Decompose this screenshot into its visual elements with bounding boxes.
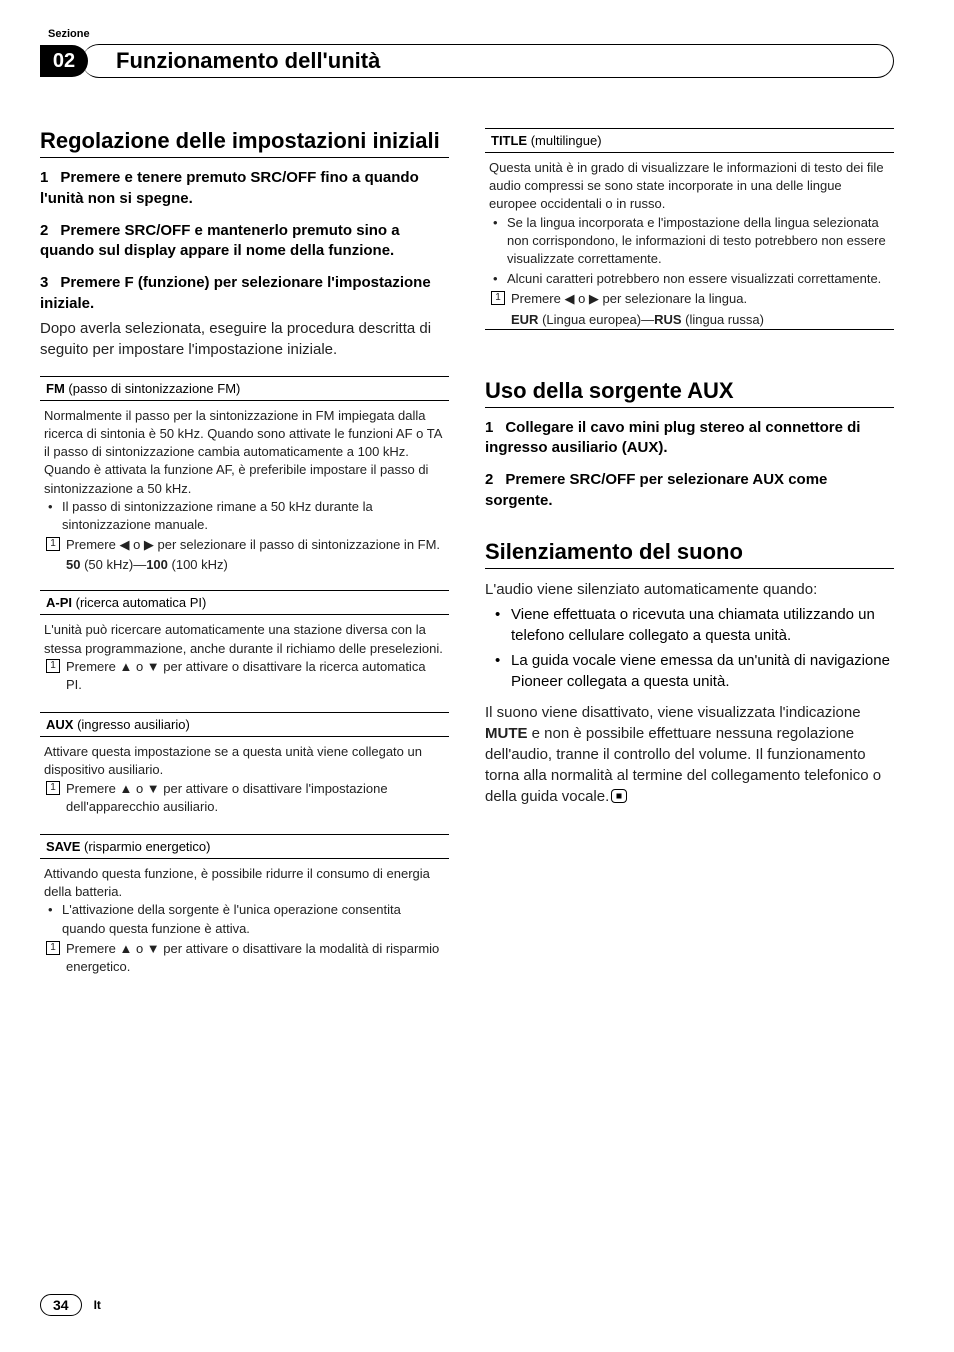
setting-head: AUX (ingresso ausiliario) xyxy=(40,712,449,737)
setting-boxnum: Premere ▲ o ▼ per attivare o disattivare… xyxy=(44,940,445,976)
mute-list: Viene effettuata o ricevuta una chiamata… xyxy=(485,604,894,692)
setting-head: TITLE (multilingue) xyxy=(485,128,894,153)
step-text: Collegare il cavo mini plug stereo al co… xyxy=(485,419,860,456)
language-code: It xyxy=(94,1298,101,1312)
mute-intro: L'audio viene silenziato automaticamente… xyxy=(485,579,894,600)
step-num: 3 xyxy=(40,274,48,291)
chapter-title: Funzionamento dell'unità xyxy=(116,48,380,74)
setting-head-rest: (passo di sintonizzazione FM) xyxy=(65,381,241,396)
setting-body: Questa unità è in grado di visualizzare … xyxy=(485,153,894,331)
setting-bullet: Alcuni caratteri potrebbero non essere v… xyxy=(489,270,890,288)
right-column: TITLE (multilingue) Questa unità è in gr… xyxy=(485,128,894,994)
setting-bullet: Se la lingua incorporata e l'impostazion… xyxy=(489,214,890,269)
step-3: 3Premere F (funzione) per selezionare l'… xyxy=(40,273,449,314)
setting-body-text: Normalmente il passo per la sintonizzazi… xyxy=(44,407,445,498)
setting-api: A-PI (ricerca automatica PI) L'unità può… xyxy=(40,590,449,698)
setting-head-bold: FM xyxy=(46,381,65,396)
setting-head-rest: (risparmio energetico) xyxy=(80,839,210,854)
step-2: 2Premere SRC/OFF e mantenerlo premuto si… xyxy=(40,221,449,262)
setting-boxnum: Premere ▲ o ▼ per attivare o disattivare… xyxy=(44,780,445,816)
setting-body: Normalmente il passo per la sintonizzazi… xyxy=(40,401,449,577)
setting-sub: EUR (Lingua europea)—RUS (lingua russa) xyxy=(489,311,890,329)
chapter-number-badge: 02 xyxy=(40,45,88,77)
setting-head-rest: (multilingue) xyxy=(527,133,601,148)
setting-body-text: Questa unità è in grado di visualizzare … xyxy=(489,159,890,214)
step-3-para: Dopo averla selezionata, eseguire la pro… xyxy=(40,318,449,360)
left-column: Regolazione delle impostazioni iniziali … xyxy=(40,128,449,994)
setting-head-bold: AUX xyxy=(46,717,73,732)
setting-body-text: Attivare questa impostazione se a questa… xyxy=(44,743,445,779)
list-item: La guida vocale viene emessa da un'unità… xyxy=(485,650,894,692)
step-text: Premere SRC/OFF per selezionare AUX come… xyxy=(485,471,827,508)
setting-fm: FM (passo di sintonizzazione FM) Normalm… xyxy=(40,376,449,577)
setting-head: SAVE (risparmio energetico) xyxy=(40,834,449,859)
setting-body-text: L'unità può ricercare automaticamente un… xyxy=(44,621,445,657)
setting-boxnum: Premere ▲ o ▼ per attivare o disattivare… xyxy=(44,658,445,694)
setting-head-bold: SAVE xyxy=(46,839,80,854)
setting-save: SAVE (risparmio energetico) Attivando qu… xyxy=(40,834,449,980)
step-text: Premere SRC/OFF e mantenerlo premuto sin… xyxy=(40,222,400,259)
heading-regolazione: Regolazione delle impostazioni iniziali xyxy=(40,128,449,158)
aux-step-1: 1Collegare il cavo mini plug stereo al c… xyxy=(485,418,894,459)
step-num: 1 xyxy=(40,169,48,186)
setting-bullet: L'attivazione della sorgente è l'unica o… xyxy=(44,901,445,937)
setting-head-rest: (ricerca automatica PI) xyxy=(72,595,206,610)
page-number: 34 xyxy=(40,1294,82,1316)
step-text: Premere e tenere premuto SRC/OFF fino a … xyxy=(40,169,419,206)
setting-sub: 50 (50 kHz)—100 (100 kHz) xyxy=(44,556,445,574)
chapter-title-wrap: Funzionamento dell'unità xyxy=(82,44,894,78)
setting-body: L'unità può ricercare automaticamente un… xyxy=(40,615,449,698)
section-label: Sezione xyxy=(48,28,894,40)
setting-head-bold: A-PI xyxy=(46,595,72,610)
setting-body: Attivando questa funzione, è possibile r… xyxy=(40,859,449,980)
mute-para: Il suono viene disattivato, viene visual… xyxy=(485,702,894,807)
step-num: 1 xyxy=(485,419,493,436)
setting-body: Attivare questa impostazione se a questa… xyxy=(40,737,449,820)
setting-head: FM (passo di sintonizzazione FM) xyxy=(40,376,449,401)
setting-bullet: Il passo di sintonizzazione rimane a 50 … xyxy=(44,498,445,534)
page-footer: 34 It xyxy=(40,1294,101,1316)
step-text: Premere F (funzione) per selezionare l'i… xyxy=(40,274,431,311)
setting-boxnum: Premere ◀ o ▶ per selezionare la lingua. xyxy=(489,290,890,308)
setting-aux: AUX (ingresso ausiliario) Attivare quest… xyxy=(40,712,449,820)
step-num: 2 xyxy=(40,222,48,239)
heading-aux: Uso della sorgente AUX xyxy=(485,378,894,408)
chapter-header: 02 Funzionamento dell'unità xyxy=(40,44,894,78)
step-1: 1Premere e tenere premuto SRC/OFF fino a… xyxy=(40,168,449,209)
setting-head-bold: TITLE xyxy=(491,133,527,148)
setting-body-text: Attivando questa funzione, è possibile r… xyxy=(44,865,445,901)
setting-boxnum: Premere ◀ o ▶ per selezionare il passo d… xyxy=(44,536,445,554)
setting-title: TITLE (multilingue) Questa unità è in gr… xyxy=(485,128,894,330)
setting-head: A-PI (ricerca automatica PI) xyxy=(40,590,449,615)
step-num: 2 xyxy=(485,471,493,488)
aux-step-2: 2Premere SRC/OFF per selezionare AUX com… xyxy=(485,470,894,511)
list-item: Viene effettuata o ricevuta una chiamata… xyxy=(485,604,894,646)
end-icon xyxy=(611,789,627,803)
heading-mute: Silenziamento del suono xyxy=(485,539,894,569)
setting-head-rest: (ingresso ausiliario) xyxy=(73,717,189,732)
